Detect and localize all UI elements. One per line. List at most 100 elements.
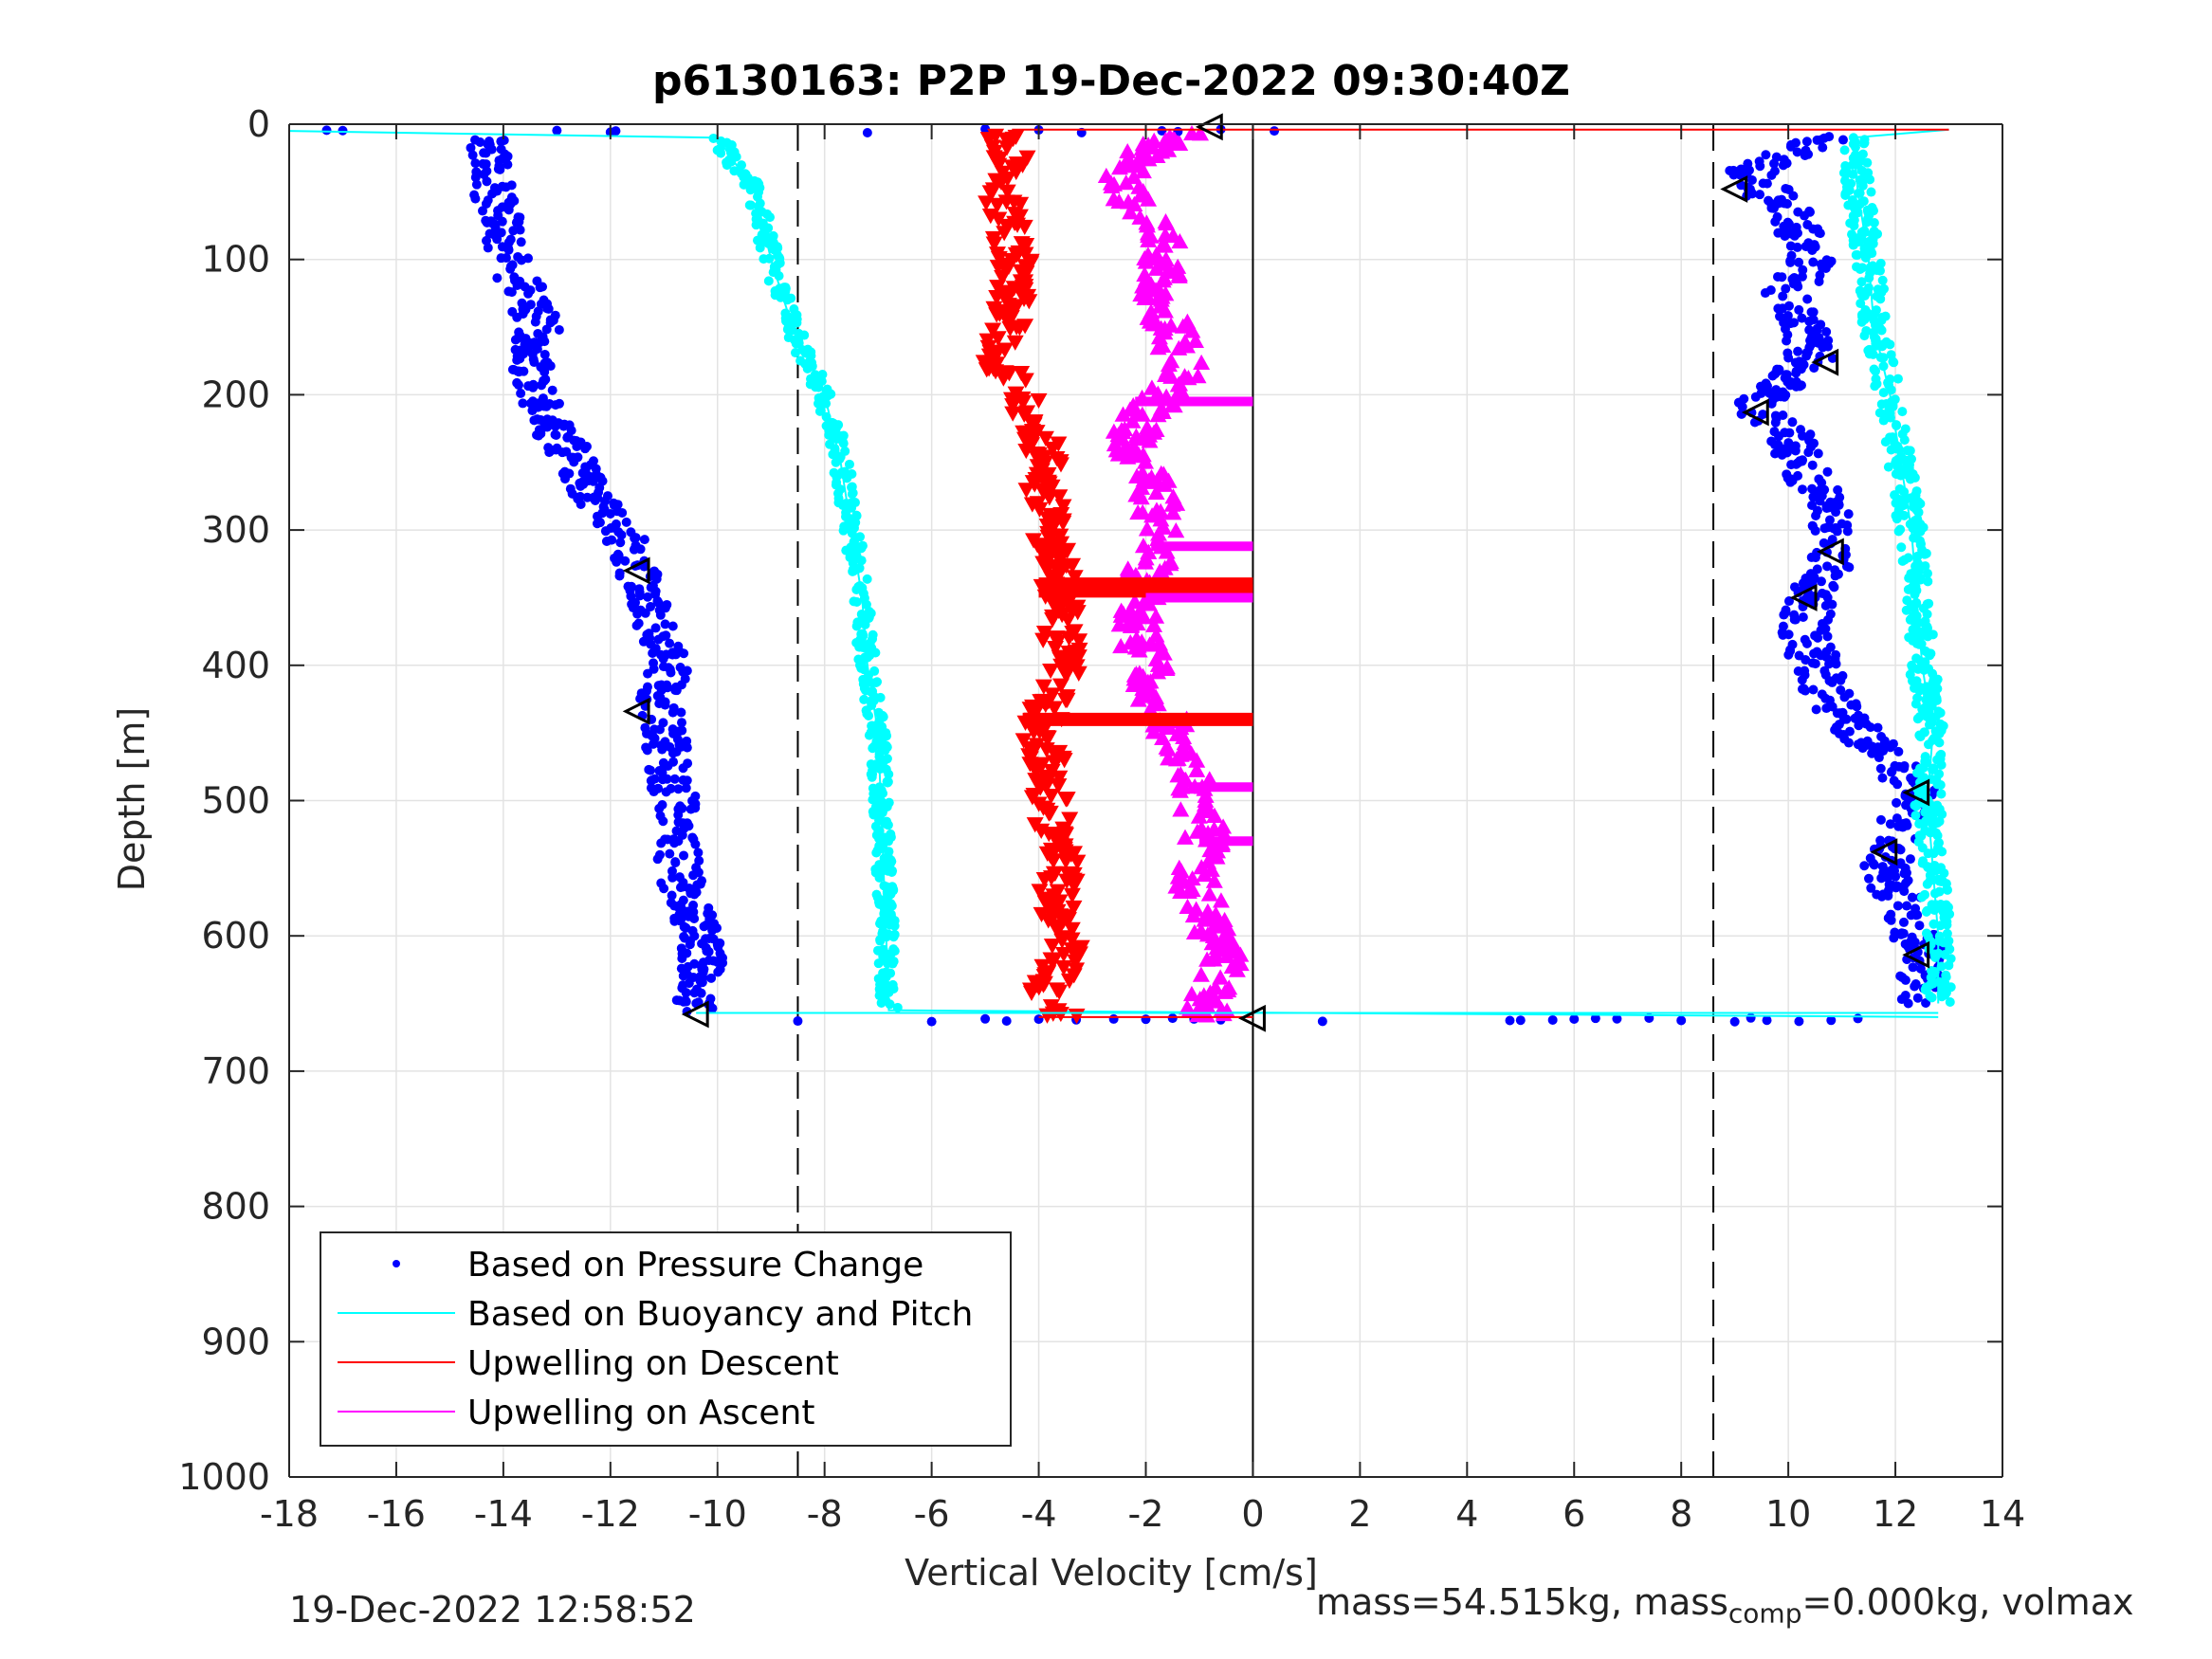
buoyancy-pitch-point xyxy=(1892,374,1903,384)
upwelling-descent-point xyxy=(997,218,1015,235)
buoyancy-pitch-point xyxy=(1918,856,1929,866)
buoyancy-pitch-point xyxy=(1878,415,1889,426)
upwelling-ascent-point xyxy=(1154,337,1172,354)
buoyancy-pitch-point xyxy=(1946,954,1956,964)
buoyancy-pitch-point xyxy=(1848,240,1858,250)
pressure-change-point xyxy=(470,135,481,145)
buoyancy-pitch-point xyxy=(1929,674,1939,684)
marker-triangle-open xyxy=(1741,398,1769,427)
pressure-change-point xyxy=(483,243,493,253)
marker-triangle-open xyxy=(1870,838,1898,866)
pressure-change-point xyxy=(1792,147,1802,157)
y-tick-label: 500 xyxy=(201,780,270,822)
pressure-change-point xyxy=(1842,520,1853,531)
upwelling-ascent-point xyxy=(1193,859,1211,875)
pressure-change-point xyxy=(1873,722,1883,733)
buoyancy-pitch-point xyxy=(1852,262,1862,272)
buoyancy-pitch-point xyxy=(859,694,869,704)
pressure-change-point xyxy=(678,775,688,785)
upwelling-descent-point xyxy=(1029,496,1047,512)
pressure-change-point xyxy=(646,783,656,793)
pressure-change-point xyxy=(1822,257,1833,267)
buoyancy-pitch-point xyxy=(839,521,850,532)
pressure-change-point xyxy=(1834,499,1844,509)
pressure-change-point xyxy=(1728,170,1739,180)
pressure-change-point xyxy=(1797,313,1807,323)
pressure-change-point xyxy=(1590,1013,1600,1024)
pressure-change-point xyxy=(669,838,680,848)
pressure-change-point xyxy=(1915,963,1926,974)
buoyancy-pitch-point xyxy=(1872,378,1882,389)
pressure-change-point xyxy=(1771,152,1782,162)
pressure-change-point xyxy=(641,742,651,753)
buoyancy-pitch-point xyxy=(1850,137,1860,147)
buoyancy-pitch-point xyxy=(807,361,817,372)
pressure-change-point xyxy=(688,870,699,881)
pressure-change-point xyxy=(1878,889,1889,900)
upwelling-ascent-point xyxy=(1137,287,1155,303)
legend-label: Upwelling on Ascent xyxy=(467,1394,814,1432)
pressure-change-point xyxy=(508,226,519,236)
upwelling-ascent-point xyxy=(1169,135,1187,151)
upwelling-descent-point xyxy=(1008,319,1026,336)
upwelling-ascent-point xyxy=(1169,376,1187,392)
pressure-change-point xyxy=(1768,203,1779,213)
buoyancy-pitch-point xyxy=(847,528,857,538)
pressure-change-point xyxy=(550,429,560,440)
pressure-change-point xyxy=(533,430,543,441)
pressure-change-point xyxy=(552,125,562,136)
pressure-change-point xyxy=(644,629,654,639)
marker-triangle-open xyxy=(1195,113,1223,141)
upwelling-descent-point xyxy=(1058,909,1076,925)
buoyancy-pitch-point xyxy=(837,467,848,478)
buoyancy-pitch-point xyxy=(821,421,832,431)
marker-triangle-open xyxy=(1720,175,1748,203)
marker-triangle-open xyxy=(1811,348,1839,376)
buoyancy-pitch-point xyxy=(1922,757,1932,768)
pressure-change-point xyxy=(1791,368,1801,378)
pressure-change-point xyxy=(674,903,685,914)
buoyancy-pitch-point xyxy=(814,406,825,416)
buoyancy-pitch-point xyxy=(856,583,867,593)
pressure-change-point xyxy=(1841,561,1852,572)
buoyancy-pitch-point xyxy=(1912,714,1923,724)
pressure-change-point xyxy=(1875,835,1886,846)
pressure-change-point xyxy=(679,931,689,941)
upwelling-ascent-point xyxy=(1143,303,1161,319)
buoyancy-pitch-point xyxy=(841,499,851,509)
buoyancy-pitch-point xyxy=(864,670,874,681)
pressure-change-point xyxy=(677,830,687,840)
upwelling-ascent-point xyxy=(1207,979,1225,995)
pressure-change-point xyxy=(1892,901,1903,911)
buoyancy-pitch-point xyxy=(1941,937,1951,947)
mass-comp-subscript: comp xyxy=(1728,1597,1802,1630)
pressure-change-point xyxy=(1781,183,1791,193)
pressure-change-point xyxy=(669,913,680,923)
upwelling-ascent-point xyxy=(1114,423,1132,440)
buoyancy-pitch-point xyxy=(1941,916,1951,926)
pressure-change-point xyxy=(1878,746,1889,757)
pressure-change-point xyxy=(1778,621,1788,631)
pressure-change-point xyxy=(1854,710,1864,720)
buoyancy-pitch-point xyxy=(1866,187,1876,197)
pressure-change-point xyxy=(1782,310,1793,320)
buoyancy-pitch-point xyxy=(772,242,782,252)
upwelling-ascent-point xyxy=(1133,147,1151,163)
pressure-change-point xyxy=(527,349,538,359)
pressure-change-point xyxy=(679,850,689,861)
upwelling-ascent-point xyxy=(1200,802,1218,818)
buoyancy-pitch-point xyxy=(1894,483,1905,494)
pressure-change-point xyxy=(667,621,678,631)
buoyancy-pitch-point xyxy=(1919,889,1929,900)
pressure-change-point xyxy=(1769,166,1780,176)
buoyancy-pitch-point xyxy=(1922,609,1932,619)
pressure-change-point xyxy=(1821,703,1832,714)
pressure-change-point xyxy=(693,997,704,1008)
pressure-change-point xyxy=(670,682,681,692)
pressure-change-point xyxy=(1733,397,1744,408)
upwelling-ascent-point xyxy=(1106,435,1124,452)
buoyancy-pitch-point xyxy=(792,310,802,320)
upwelling-ascent-point xyxy=(1134,447,1152,463)
pressure-change-point xyxy=(674,872,685,883)
pressure-change-point xyxy=(1811,510,1821,520)
